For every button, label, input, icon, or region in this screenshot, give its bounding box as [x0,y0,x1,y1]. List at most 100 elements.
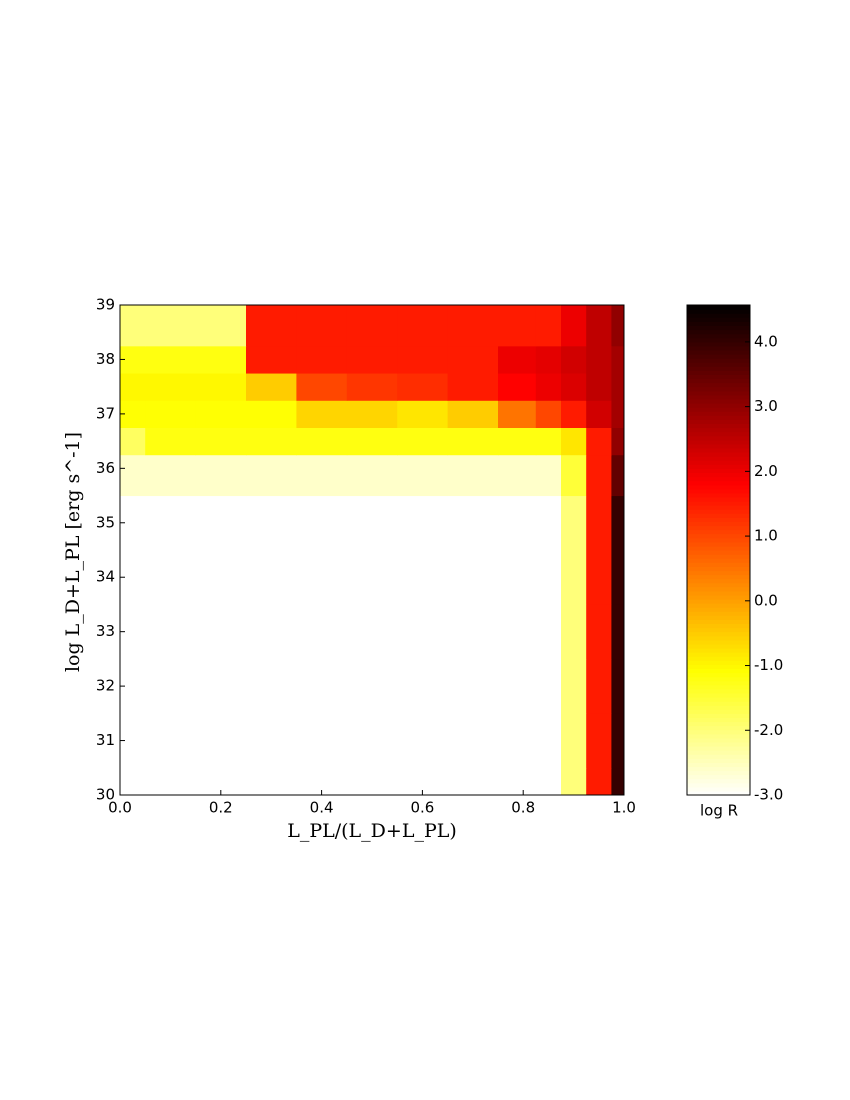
colorbar-band [687,439,750,445]
colorbar-tick-label: -2.0 [754,721,783,739]
colorbar-tick-label: -1.0 [754,656,783,674]
contour-cell [611,305,625,347]
colorbar-band [687,358,750,363]
contour-cell [611,427,625,456]
contour-cell [535,373,562,401]
colorbar-band [687,513,750,518]
colorbar-band [687,423,750,429]
contour-cell [447,454,499,497]
colorbar-band [687,729,750,735]
colorbar-band [687,660,750,665]
colorbar-band [687,398,750,404]
colorbar-band [687,305,750,310]
colorbar-band [687,509,750,514]
colorbar-band [687,705,750,710]
contour-cell [145,454,197,497]
colorbar-band [687,594,750,600]
colorbar-band [687,341,750,347]
colorbar-band [687,366,750,371]
colorbar-band [687,774,750,780]
contour-cell [195,454,247,497]
colorbar-band [687,668,750,674]
colorbar-band [687,586,750,592]
colorbar-band [687,656,750,661]
colorbar-band [687,611,750,616]
colorbar-band [687,337,750,343]
contour-cell [498,454,537,497]
colorbar-band [687,672,750,678]
contour-cell [296,373,348,401]
colorbar-band [687,464,750,469]
contour-cell [346,427,398,456]
contour-cell [296,427,348,456]
contour-cell [120,373,146,401]
colorbar-band [687,697,750,702]
contour-cell [246,454,297,497]
colorbar-band [687,709,750,714]
contour-cell [586,713,612,769]
colorbar-band [687,443,750,449]
colorbar-band [687,394,750,400]
contour-cell [535,345,562,374]
contour-cell [145,305,197,347]
contour-cell [611,495,625,551]
contour-cell [611,400,625,428]
colorbar-band [687,652,750,657]
contour-cell [586,400,612,428]
contour-cell [447,305,499,347]
colorbar-band [687,558,750,563]
contour-cell [246,373,297,401]
colorbar-band [687,452,750,457]
contour-cell [561,345,587,374]
contour-cell [611,550,625,605]
contour-cell [296,305,348,347]
colorbar-tick-label: 2.0 [754,462,778,480]
colorbar-band [687,472,750,478]
contour-cell [535,427,562,456]
colorbar-band [687,476,750,482]
contour-cell [561,454,587,497]
contour-cell [397,305,449,347]
contour-cell [296,454,348,497]
colorbar-band [687,664,750,670]
contour-cell [561,305,587,347]
contour-cell [586,345,612,374]
colorbar-band [687,313,750,318]
colorbar-frame [686,304,751,796]
contour-cell [498,345,537,374]
colorbar-band [687,623,750,629]
contour-cell [611,345,625,374]
colorbar-band [687,562,750,567]
contour-cell [145,373,197,401]
colorbar-band [687,484,750,490]
contour-cell [246,400,297,428]
contour-cell [346,400,398,428]
contour-cell [498,400,537,428]
colorbar-band [687,435,750,441]
colorbar-band [687,762,750,768]
colorbar-band [687,619,750,625]
colorbar-band [687,750,750,755]
colorbar-band [687,488,750,494]
colorbar-band [687,407,750,412]
colorbar-band [687,492,750,498]
colorbar-band [687,680,750,686]
contour-cell [397,373,449,401]
colorbar-band [687,460,750,465]
contour-cell [611,713,625,769]
contour-cell [561,604,587,660]
colorbar-tick-label: 3.0 [754,397,778,415]
colorbar-band [687,317,750,322]
contour-cell [195,305,247,347]
colorbar-band [687,643,750,649]
x-axis-label: L_PL/(L_D+L_PL) [287,820,457,842]
colorbar-band [687,354,750,359]
colorbar-band [687,309,750,314]
colorbar-band [687,754,750,759]
colorbar-band [687,325,750,331]
contour-cell [611,454,625,497]
colorbar-band [687,537,750,543]
contour-cell [586,305,612,347]
colorbar-band [687,370,750,376]
colorbar-band [687,533,750,539]
